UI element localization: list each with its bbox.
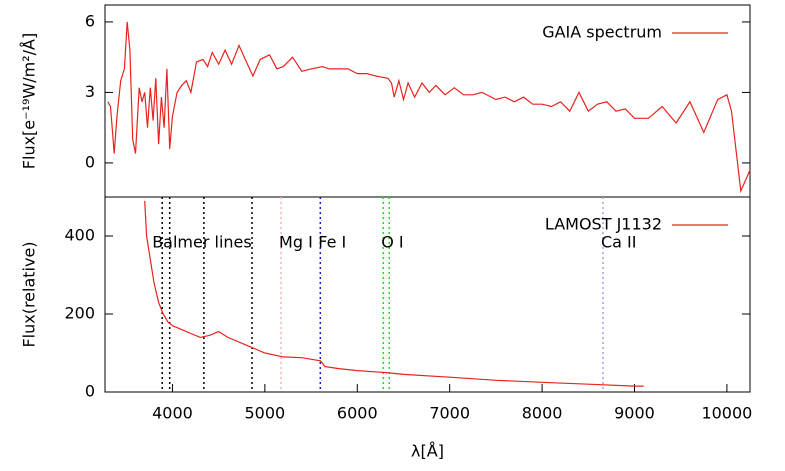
x-tick-label: 4000 — [152, 404, 193, 423]
plot-frame — [104, 196, 751, 393]
x-tick-label: 5000 — [245, 404, 286, 423]
reference-label: Ca II — [601, 233, 637, 252]
y-tick-label: 0 — [85, 152, 95, 171]
legend-label: LAMOST J1132 — [545, 215, 662, 234]
reference-label: O I — [381, 233, 403, 252]
x-tick-label: 7000 — [429, 404, 470, 423]
x-tick-label: 8000 — [522, 404, 563, 423]
y-tick-label: 3 — [85, 82, 95, 101]
x-tick-label: 6000 — [337, 404, 378, 423]
reference-label: Mg I — [279, 233, 313, 252]
y-tick-label: 0 — [85, 382, 95, 401]
y-tick-label: 400 — [64, 226, 95, 245]
series-line — [144, 200, 644, 387]
y-axis-label: Flux(relative) — [20, 241, 39, 347]
reference-label: Balmer lines — [152, 233, 252, 252]
y-tick-label: 6 — [85, 11, 95, 30]
legend-label: GAIA spectrum — [542, 23, 662, 42]
y-tick-label: 200 — [64, 304, 95, 323]
x-tick-label: 9000 — [614, 404, 655, 423]
reference-label: Fe I — [318, 233, 346, 252]
x-tick-label: 10000 — [701, 404, 752, 423]
y-axis-label: Flux[e⁻¹⁹W/m²/Å] — [20, 33, 39, 169]
x-axis-label: λ[Å] — [411, 442, 444, 461]
series-line — [107, 21, 751, 194]
